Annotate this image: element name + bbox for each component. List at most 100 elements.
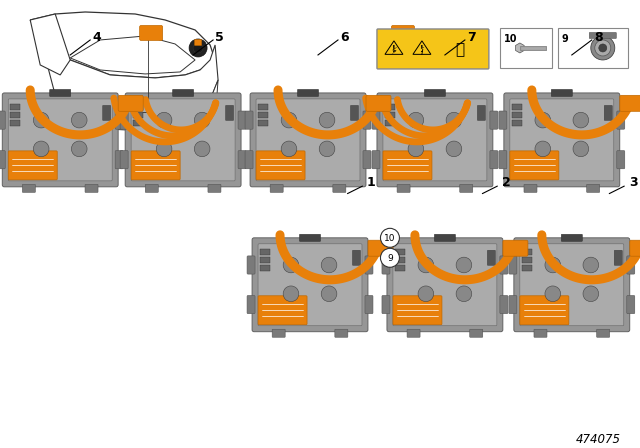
Text: 10: 10 xyxy=(504,34,517,44)
FancyBboxPatch shape xyxy=(500,28,552,68)
Text: i: i xyxy=(420,47,423,57)
FancyBboxPatch shape xyxy=(335,329,348,337)
FancyBboxPatch shape xyxy=(238,151,246,169)
FancyBboxPatch shape xyxy=(256,99,360,181)
FancyBboxPatch shape xyxy=(512,104,522,110)
Circle shape xyxy=(319,141,335,157)
FancyBboxPatch shape xyxy=(3,93,118,187)
Circle shape xyxy=(545,286,561,302)
FancyBboxPatch shape xyxy=(383,99,487,181)
Circle shape xyxy=(591,36,615,60)
Text: ⚡: ⚡ xyxy=(390,46,397,56)
FancyBboxPatch shape xyxy=(195,39,202,45)
FancyBboxPatch shape xyxy=(520,296,569,325)
FancyBboxPatch shape xyxy=(407,329,420,337)
FancyBboxPatch shape xyxy=(589,32,616,39)
FancyBboxPatch shape xyxy=(0,111,5,129)
FancyBboxPatch shape xyxy=(10,112,20,118)
FancyBboxPatch shape xyxy=(490,151,498,169)
FancyBboxPatch shape xyxy=(499,111,507,129)
Circle shape xyxy=(535,112,550,128)
FancyBboxPatch shape xyxy=(120,111,128,129)
Circle shape xyxy=(446,141,462,157)
FancyBboxPatch shape xyxy=(534,329,547,337)
FancyBboxPatch shape xyxy=(395,249,405,255)
FancyBboxPatch shape xyxy=(85,185,98,192)
Polygon shape xyxy=(40,38,218,112)
FancyBboxPatch shape xyxy=(477,105,485,121)
Circle shape xyxy=(408,112,424,128)
FancyBboxPatch shape xyxy=(131,99,235,181)
FancyBboxPatch shape xyxy=(596,329,610,337)
FancyBboxPatch shape xyxy=(50,90,70,96)
Circle shape xyxy=(283,286,299,302)
FancyBboxPatch shape xyxy=(125,93,241,187)
Text: 8: 8 xyxy=(594,31,602,44)
FancyBboxPatch shape xyxy=(8,99,112,181)
FancyBboxPatch shape xyxy=(614,250,622,265)
FancyBboxPatch shape xyxy=(140,26,163,40)
FancyBboxPatch shape xyxy=(133,120,143,126)
FancyBboxPatch shape xyxy=(385,112,395,118)
FancyBboxPatch shape xyxy=(245,151,253,169)
FancyBboxPatch shape xyxy=(387,238,503,332)
FancyBboxPatch shape xyxy=(385,104,395,110)
FancyBboxPatch shape xyxy=(551,90,572,96)
FancyBboxPatch shape xyxy=(238,111,246,129)
Circle shape xyxy=(456,257,472,273)
FancyBboxPatch shape xyxy=(133,104,143,110)
Circle shape xyxy=(456,286,472,302)
Polygon shape xyxy=(30,14,70,75)
FancyBboxPatch shape xyxy=(561,234,582,241)
Polygon shape xyxy=(413,41,431,54)
FancyBboxPatch shape xyxy=(260,257,270,263)
FancyBboxPatch shape xyxy=(627,256,635,274)
FancyBboxPatch shape xyxy=(383,151,432,180)
Circle shape xyxy=(156,112,172,128)
Circle shape xyxy=(583,257,598,273)
FancyBboxPatch shape xyxy=(258,296,307,325)
FancyBboxPatch shape xyxy=(10,104,20,110)
FancyBboxPatch shape xyxy=(512,112,522,118)
FancyBboxPatch shape xyxy=(133,112,143,118)
Text: 474075: 474075 xyxy=(575,433,620,446)
FancyBboxPatch shape xyxy=(522,249,532,255)
Circle shape xyxy=(573,141,589,157)
Circle shape xyxy=(380,228,399,247)
FancyBboxPatch shape xyxy=(250,93,366,187)
FancyBboxPatch shape xyxy=(260,265,270,271)
FancyBboxPatch shape xyxy=(382,256,390,274)
FancyBboxPatch shape xyxy=(247,296,255,314)
Polygon shape xyxy=(30,12,215,78)
FancyBboxPatch shape xyxy=(225,105,234,121)
FancyBboxPatch shape xyxy=(395,257,405,263)
FancyBboxPatch shape xyxy=(435,234,456,241)
FancyBboxPatch shape xyxy=(617,151,625,169)
FancyBboxPatch shape xyxy=(368,240,393,256)
Circle shape xyxy=(380,248,399,267)
Circle shape xyxy=(583,286,598,302)
FancyBboxPatch shape xyxy=(372,151,380,169)
FancyBboxPatch shape xyxy=(247,256,255,274)
FancyBboxPatch shape xyxy=(500,256,508,274)
FancyBboxPatch shape xyxy=(245,111,253,129)
FancyBboxPatch shape xyxy=(258,244,362,326)
FancyBboxPatch shape xyxy=(115,151,123,169)
Text: ✋: ✋ xyxy=(455,43,465,57)
FancyBboxPatch shape xyxy=(499,151,507,169)
FancyBboxPatch shape xyxy=(503,240,528,256)
Circle shape xyxy=(281,112,297,128)
FancyBboxPatch shape xyxy=(620,95,640,111)
FancyBboxPatch shape xyxy=(604,105,612,121)
FancyBboxPatch shape xyxy=(470,329,483,337)
FancyBboxPatch shape xyxy=(500,296,508,314)
FancyBboxPatch shape xyxy=(256,151,305,180)
FancyBboxPatch shape xyxy=(131,151,180,180)
Circle shape xyxy=(195,141,210,157)
FancyBboxPatch shape xyxy=(524,185,537,192)
Circle shape xyxy=(72,141,87,157)
FancyBboxPatch shape xyxy=(365,296,373,314)
FancyBboxPatch shape xyxy=(393,244,497,326)
Circle shape xyxy=(283,257,299,273)
FancyBboxPatch shape xyxy=(22,185,35,192)
